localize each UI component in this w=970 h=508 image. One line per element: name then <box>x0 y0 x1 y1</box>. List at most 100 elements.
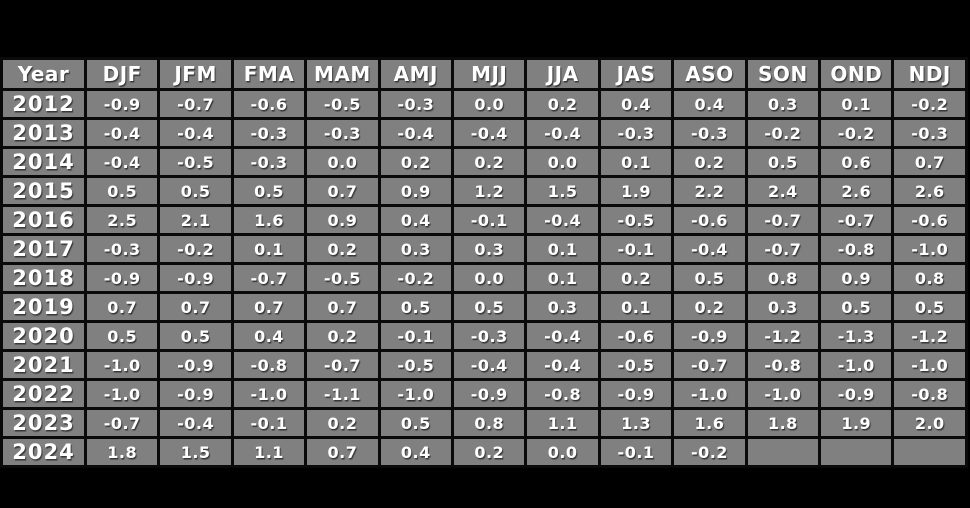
table-row-2024: 2024 1.8 1.5 1.1 0.7 0.4 0.2 0.0 -0.1 -0.2 <box>0 436 968 468</box>
oni-value-cell-2014-jfm: -0.5 <box>157 146 234 178</box>
oni-value-cell-2021-djf: -1.0 <box>83 349 161 381</box>
oni-value-cell-2013-ond: -0.2 <box>818 117 895 149</box>
season-column-header-djf: DJF <box>83 57 161 91</box>
oni-value-cell-2017-jfm: -0.2 <box>157 233 234 265</box>
oni-value-cell-2022-jas: -0.9 <box>597 378 675 410</box>
oni-value-cell-2020-aso: -0.9 <box>671 320 748 352</box>
oni-value-cell-2016-amj: 0.4 <box>377 204 455 236</box>
table-row-2022: 2022 -1.0 -0.9 -1.0 -1.1 -1.0 -0.9 -0.8 -0.9 -1.0… <box>0 378 968 410</box>
oni-value-cell-2022-jja: -0.8 <box>524 378 601 410</box>
oni-value-cell-2019-mjj: 0.5 <box>451 291 528 323</box>
oni-value-cell-2022-djf: -1.0 <box>83 378 161 410</box>
oni-value-cell-2013-jas: -0.3 <box>597 117 675 149</box>
oni-value-cell-2022-son: -1.0 <box>744 378 822 410</box>
oni-value-cell-2012-ndj: -0.2 <box>891 88 968 120</box>
oni-value-cell-2014-jas: 0.1 <box>597 146 675 178</box>
oni-value-cell-2015-ndj: 2.6 <box>891 175 968 207</box>
oni-value-cell-2024-fma: 1.1 <box>230 436 308 468</box>
oni-value-cell-2015-jja: 1.5 <box>524 175 601 207</box>
oni-value-cell-2013-aso: -0.3 <box>671 117 748 149</box>
oni-value-cell-2019-djf: 0.7 <box>83 291 161 323</box>
oni-value-cell-2017-son: -0.7 <box>744 233 822 265</box>
season-column-header-aso: ASO <box>671 57 748 91</box>
oni-value-cell-2023-mjj: 0.8 <box>451 407 528 439</box>
oni-value-cell-2021-jas: -0.5 <box>597 349 675 381</box>
oni-value-cell-2015-son: 2.4 <box>744 175 822 207</box>
year-label-2021: 2021 <box>0 349 87 381</box>
oni-value-cell-2023-jas: 1.3 <box>597 407 675 439</box>
oni-value-cell-2016-jja: -0.4 <box>524 204 601 236</box>
table-row-2015: 2015 0.5 0.5 0.5 0.7 0.9 1.2 1.5 1.9 2.2 2.4 2.6 2.6 <box>0 175 968 207</box>
oni-value-cell-2017-mam: 0.2 <box>304 233 381 265</box>
oni-value-cell-2018-aso: 0.5 <box>671 262 748 294</box>
oni-value-cell-2019-mam: 0.7 <box>304 291 381 323</box>
oni-value-cell-2023-jfm: -0.4 <box>157 407 234 439</box>
oni-value-cell-2023-amj: 0.5 <box>377 407 455 439</box>
oni-value-cell-2016-ndj: -0.6 <box>891 204 968 236</box>
oni-value-cell-2020-jas: -0.6 <box>597 320 675 352</box>
year-label-2024: 2024 <box>0 436 87 468</box>
oni-value-cell-2021-mam: -0.7 <box>304 349 381 381</box>
year-label-2020: 2020 <box>0 320 87 352</box>
oni-value-cell-2022-fma: -1.0 <box>230 378 308 410</box>
oni-value-cell-2019-ndj: 0.5 <box>891 291 968 323</box>
oni-value-cell-2023-ndj: 2.0 <box>891 407 968 439</box>
oni-value-cell-2024-son <box>744 436 822 468</box>
year-label-2014: 2014 <box>0 146 87 178</box>
oni-value-cell-2014-mam: 0.0 <box>304 146 381 178</box>
oni-value-cell-2020-mjj: -0.3 <box>451 320 528 352</box>
oni-value-cell-2014-mjj: 0.2 <box>451 146 528 178</box>
oni-value-cell-2018-djf: -0.9 <box>83 262 161 294</box>
year-label-2019: 2019 <box>0 291 87 323</box>
year-label-2017: 2017 <box>0 233 87 265</box>
oni-value-cell-2020-ndj: -1.2 <box>891 320 968 352</box>
oni-value-cell-2024-djf: 1.8 <box>83 436 161 468</box>
oni-value-cell-2016-jfm: 2.1 <box>157 204 234 236</box>
oni-value-cell-2016-ond: -0.7 <box>818 204 895 236</box>
oni-value-cell-2012-djf: -0.9 <box>83 88 161 120</box>
oni-value-cell-2018-fma: -0.7 <box>230 262 308 294</box>
oni-value-cell-2018-ndj: 0.8 <box>891 262 968 294</box>
oni-value-cell-2014-aso: 0.2 <box>671 146 748 178</box>
oni-value-cell-2022-mam: -1.1 <box>304 378 381 410</box>
oni-value-cell-2015-fma: 0.5 <box>230 175 308 207</box>
oni-value-cell-2022-ndj: -0.8 <box>891 378 968 410</box>
oni-value-cell-2016-fma: 1.6 <box>230 204 308 236</box>
oni-value-cell-2016-mam: 0.9 <box>304 204 381 236</box>
oni-value-cell-2015-amj: 0.9 <box>377 175 455 207</box>
oni-value-cell-2020-ond: -1.3 <box>818 320 895 352</box>
oni-value-cell-2019-son: 0.3 <box>744 291 822 323</box>
oni-value-cell-2014-jja: 0.0 <box>524 146 601 178</box>
oni-value-cell-2012-mam: -0.5 <box>304 88 381 120</box>
oni-value-cell-2024-mam: 0.7 <box>304 436 381 468</box>
oni-table-body: 2012 -0.9 -0.7 -0.6 -0.5 -0.3 0.0 0.2 0.4 0.4 0.3 0… <box>0 88 968 468</box>
oni-value-cell-2020-jja: -0.4 <box>524 320 601 352</box>
table-row-2018: 2018 -0.9 -0.9 -0.7 -0.5 -0.2 0.0 0.1 0.2 0.5 0.8 0… <box>0 262 968 294</box>
oni-value-cell-2019-fma: 0.7 <box>230 291 308 323</box>
oni-value-cell-2020-son: -1.2 <box>744 320 822 352</box>
oni-value-cell-2014-amj: 0.2 <box>377 146 455 178</box>
season-column-header-ndj: NDJ <box>891 57 968 91</box>
oni-value-cell-2013-fma: -0.3 <box>230 117 308 149</box>
oni-value-cell-2022-amj: -1.0 <box>377 378 455 410</box>
oni-value-cell-2012-amj: -0.3 <box>377 88 455 120</box>
oni-value-cell-2015-jas: 1.9 <box>597 175 675 207</box>
oni-value-cell-2013-jja: -0.4 <box>524 117 601 149</box>
oni-value-cell-2023-aso: 1.6 <box>671 407 748 439</box>
oni-value-cell-2024-ndj <box>891 436 968 468</box>
oni-value-cell-2018-jas: 0.2 <box>597 262 675 294</box>
year-label-2022: 2022 <box>0 378 87 410</box>
oni-value-cell-2024-jja: 0.0 <box>524 436 601 468</box>
oni-value-cell-2023-mam: 0.2 <box>304 407 381 439</box>
oni-value-cell-2019-ond: 0.5 <box>818 291 895 323</box>
oni-value-cell-2012-aso: 0.4 <box>671 88 748 120</box>
oni-value-cell-2020-jfm: 0.5 <box>157 320 234 352</box>
season-column-header-fma: FMA <box>230 57 308 91</box>
oni-value-cell-2012-mjj: 0.0 <box>451 88 528 120</box>
oni-value-cell-2016-djf: 2.5 <box>83 204 161 236</box>
oni-value-cell-2019-jfm: 0.7 <box>157 291 234 323</box>
oni-value-cell-2017-ond: -0.8 <box>818 233 895 265</box>
oni-value-cell-2022-jfm: -0.9 <box>157 378 234 410</box>
year-label-2018: 2018 <box>0 262 87 294</box>
oni-value-cell-2014-ond: 0.6 <box>818 146 895 178</box>
